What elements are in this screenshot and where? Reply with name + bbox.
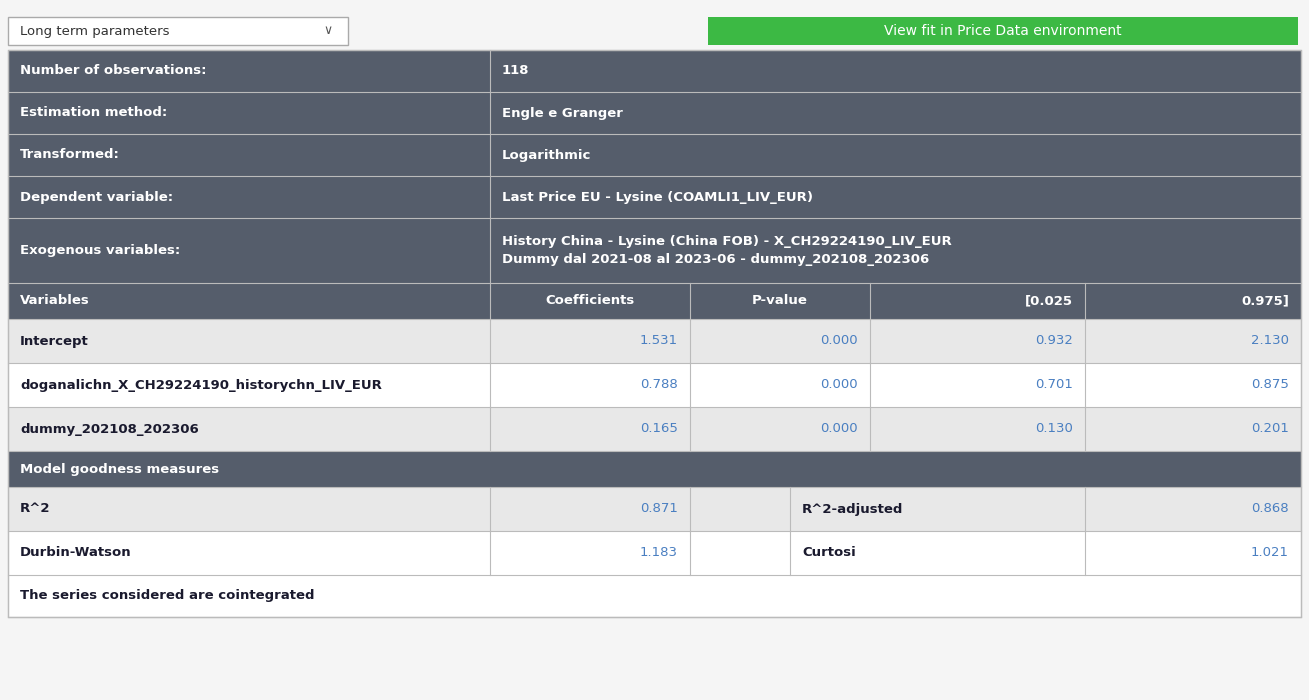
Text: Exogenous variables:: Exogenous variables: (20, 244, 181, 257)
Text: 1.021: 1.021 (1251, 547, 1289, 559)
FancyBboxPatch shape (8, 92, 1301, 134)
Text: 0.875: 0.875 (1251, 379, 1289, 391)
Text: 0.788: 0.788 (640, 379, 678, 391)
Text: R^2-adjusted: R^2-adjusted (802, 503, 903, 515)
Text: 1.183: 1.183 (640, 547, 678, 559)
Text: Curtosi: Curtosi (802, 547, 856, 559)
FancyBboxPatch shape (8, 218, 1301, 283)
Text: ∨: ∨ (323, 25, 332, 38)
FancyBboxPatch shape (8, 531, 1301, 575)
Text: 0.868: 0.868 (1251, 503, 1289, 515)
Text: Model goodness measures: Model goodness measures (20, 463, 219, 475)
Text: Dependent variable:: Dependent variable: (20, 190, 173, 204)
FancyBboxPatch shape (8, 575, 1301, 617)
Text: History China - Lysine (China FOB) - X_CH29224190_LIV_EUR: History China - Lysine (China FOB) - X_C… (501, 235, 952, 248)
Text: 0.130: 0.130 (1035, 423, 1073, 435)
Text: Coefficients: Coefficients (546, 295, 635, 307)
FancyBboxPatch shape (8, 283, 1301, 319)
Text: Number of observations:: Number of observations: (20, 64, 207, 78)
FancyBboxPatch shape (0, 0, 1309, 52)
FancyBboxPatch shape (708, 17, 1299, 45)
Text: P-value: P-value (753, 295, 808, 307)
Text: 0.000: 0.000 (821, 423, 857, 435)
Text: 0.165: 0.165 (640, 423, 678, 435)
Text: doganalichn_X_CH29224190_historychn_LIV_EUR: doganalichn_X_CH29224190_historychn_LIV_… (20, 379, 382, 391)
Text: 0.000: 0.000 (821, 335, 857, 347)
FancyBboxPatch shape (8, 134, 1301, 176)
Text: 0.201: 0.201 (1251, 423, 1289, 435)
Text: 0.701: 0.701 (1035, 379, 1073, 391)
Text: 0.975]: 0.975] (1241, 295, 1289, 307)
Text: 118: 118 (501, 64, 530, 78)
FancyBboxPatch shape (8, 50, 1301, 92)
FancyBboxPatch shape (8, 487, 1301, 531)
Text: 0.932: 0.932 (1035, 335, 1073, 347)
Text: Intercept: Intercept (20, 335, 89, 347)
Text: The series considered are cointegrated: The series considered are cointegrated (20, 589, 314, 603)
Text: [0.025: [0.025 (1025, 295, 1073, 307)
Text: Variables: Variables (20, 295, 90, 307)
Text: Estimation method:: Estimation method: (20, 106, 168, 120)
FancyBboxPatch shape (8, 319, 1301, 363)
Text: Logarithmic: Logarithmic (501, 148, 592, 162)
Text: 2.130: 2.130 (1251, 335, 1289, 347)
FancyBboxPatch shape (8, 176, 1301, 218)
FancyBboxPatch shape (8, 17, 348, 45)
Text: Engle e Granger: Engle e Granger (501, 106, 623, 120)
Text: 0.000: 0.000 (821, 379, 857, 391)
Text: R^2: R^2 (20, 503, 51, 515)
Text: dummy_202108_202306: dummy_202108_202306 (20, 423, 199, 435)
Text: Last Price EU - Lysine (COAMLI1_LIV_EUR): Last Price EU - Lysine (COAMLI1_LIV_EUR) (501, 190, 813, 204)
Text: Durbin-Watson: Durbin-Watson (20, 547, 132, 559)
Text: Long term parameters: Long term parameters (20, 25, 169, 38)
Text: View fit in Price Data environment: View fit in Price Data environment (884, 24, 1122, 38)
FancyBboxPatch shape (8, 407, 1301, 451)
Text: Dummy dal 2021-08 al 2023-06 - dummy_202108_202306: Dummy dal 2021-08 al 2023-06 - dummy_202… (501, 253, 929, 266)
Text: 0.871: 0.871 (640, 503, 678, 515)
Text: Transformed:: Transformed: (20, 148, 120, 162)
FancyBboxPatch shape (8, 451, 1301, 487)
FancyBboxPatch shape (8, 363, 1301, 407)
Text: 1.531: 1.531 (640, 335, 678, 347)
